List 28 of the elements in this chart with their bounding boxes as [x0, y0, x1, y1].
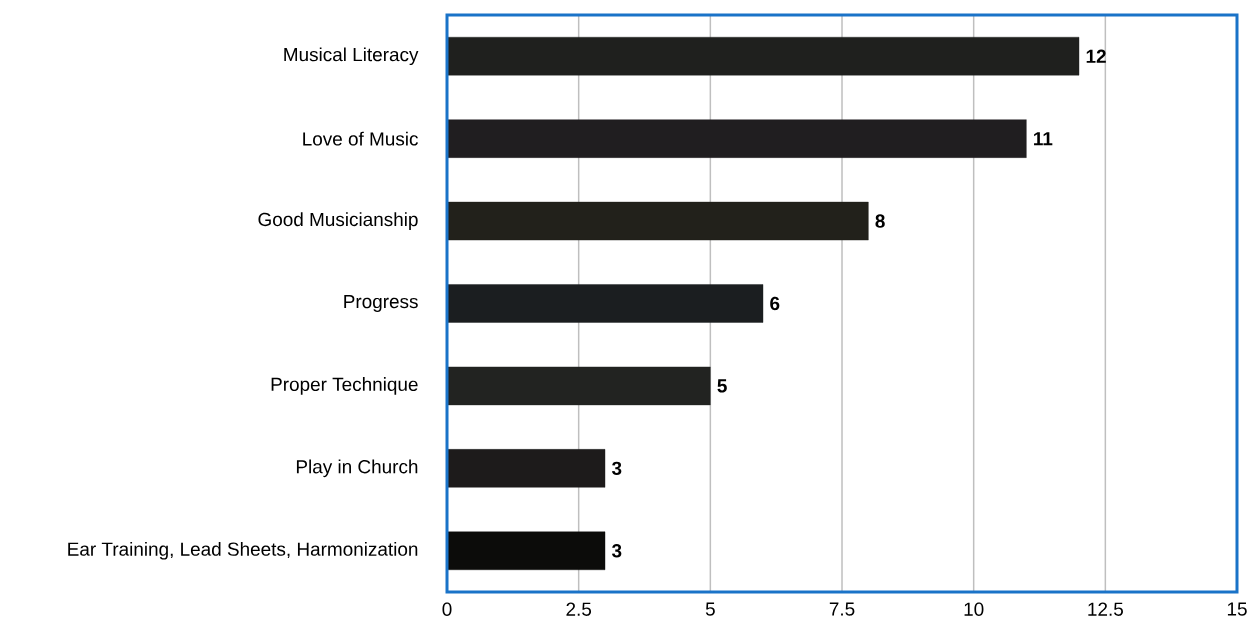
x-tick-label: 12.5	[1088, 602, 1123, 616]
bar	[446, 119, 1027, 158]
data-label: 8	[875, 214, 885, 228]
x-tick-label: 7.5	[829, 602, 855, 616]
x-tick-label: 10	[964, 602, 984, 616]
bar	[446, 284, 764, 323]
y-tick-label: Good Musicianship	[258, 212, 418, 230]
data-label: 11	[1034, 132, 1053, 146]
bar	[446, 366, 711, 406]
y-tick-label: Musical Literacy	[284, 47, 419, 66]
data-label: 6	[770, 296, 780, 311]
bar	[446, 449, 606, 488]
data-label: 5	[717, 379, 727, 393]
data-label: 3	[611, 544, 622, 558]
x-tick-label: 2.5	[566, 602, 592, 616]
bar	[446, 37, 1080, 76]
y-tick-label: Progress	[344, 295, 418, 312]
x-tick-label: 5	[705, 602, 715, 616]
data-label: 12	[1086, 49, 1106, 63]
y-tick-label: Play in Church	[296, 459, 418, 478]
y-tick-label: Proper Technique	[271, 377, 418, 395]
y-tick-label: Love of Music	[303, 131, 418, 146]
y-tick-label: Ear Training, Lead Sheets, Harmonization	[68, 541, 418, 560]
data-label: 3	[611, 461, 622, 476]
x-tick-label: 0	[442, 602, 452, 616]
bar	[446, 201, 869, 241]
x-tick-label: 15	[1227, 602, 1247, 616]
bar	[446, 531, 606, 570]
